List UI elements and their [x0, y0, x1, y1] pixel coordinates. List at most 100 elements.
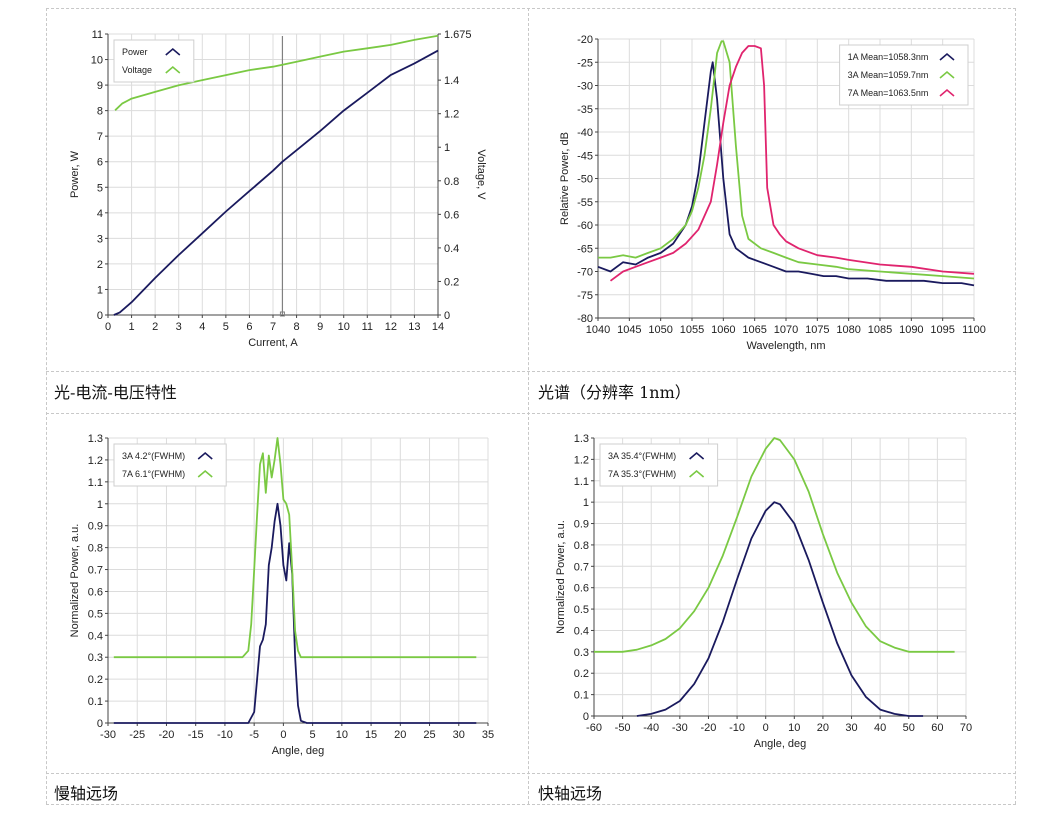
table-border-right — [1015, 8, 1016, 804]
x-tick-label: 2 — [152, 321, 158, 333]
cursor-handle — [279, 311, 285, 317]
x-tick-label: 60 — [931, 722, 943, 734]
x-tick-label: 50 — [903, 722, 915, 734]
x-tick-label: 8 — [294, 321, 300, 333]
y-tick-label: -30 — [577, 81, 593, 93]
x-tick-label: 15 — [365, 729, 377, 741]
slow-axis-chart: -30 -25 -20 -15 -10 -5 0 5 10 15 20 25 30 35 0 0.1 0.2 0.… — [69, 433, 494, 757]
series-line-1 — [594, 437, 955, 653]
x-tick-label: 1 — [129, 321, 135, 333]
y-tick-label: -65 — [577, 243, 593, 255]
x-tick-label: 1070 — [774, 324, 798, 336]
table-border-caption-2 — [46, 773, 1016, 774]
x-axis-label: Current, A — [248, 337, 298, 349]
y2-tick-label: 0 — [444, 310, 450, 322]
series-line-0 — [597, 61, 975, 287]
x-tick-label: 1085 — [868, 324, 892, 336]
y-tick-label: -55 — [577, 197, 593, 209]
y-tick-label: 0.1 — [88, 696, 103, 708]
x-tick-label: 1075 — [805, 324, 829, 336]
y-tick-label: 0.4 — [88, 630, 103, 642]
y2-tick-label: 0.2 — [444, 276, 459, 288]
liv-chart: 0 1 2 3 4 5 6 7 8 9 10 11 12 13 140123456789101100.20.… — [69, 29, 487, 349]
y-tick-label: 0.4 — [574, 625, 589, 637]
caption-spectrum: 光谱（分辨率 1nm） — [538, 383, 691, 402]
y-tick-label: 8 — [97, 106, 103, 118]
x-tick-label: 30 — [453, 729, 465, 741]
x-tick-label: 70 — [960, 722, 972, 734]
y-tick-label: 0.5 — [88, 608, 103, 620]
y-tick-label: 0.5 — [574, 604, 589, 616]
y2-tick-label: 1.675 — [444, 29, 472, 41]
y-tick-label: 0.9 — [574, 519, 589, 531]
y-tick-label: 3 — [97, 233, 103, 245]
x-tick-label: 5 — [310, 729, 316, 741]
x-tick-label: -10 — [217, 729, 233, 741]
legend-entry-swatch — [689, 451, 705, 460]
y2-tick-label: 1.4 — [444, 75, 459, 87]
y-tick-label: 0.7 — [88, 565, 103, 577]
y-tick-label: 0.7 — [574, 561, 589, 573]
series-line-1 — [114, 34, 439, 111]
x-tick-label: -50 — [615, 722, 631, 734]
x-tick-label: -40 — [643, 722, 659, 734]
legend-entry-label: 7A Mean=1063.5nm — [848, 88, 929, 98]
y-tick-label: 0.2 — [88, 674, 103, 686]
x-tick-label: 14 — [432, 321, 444, 333]
x-axis-label: Angle, deg — [754, 738, 807, 750]
x-tick-label: 20 — [817, 722, 829, 734]
x-tick-label: -25 — [129, 729, 145, 741]
x-tick-label: 10 — [338, 321, 350, 333]
y-tick-label: 1.3 — [88, 433, 103, 445]
x-tick-label: 35 — [482, 729, 494, 741]
y-tick-label: -75 — [577, 290, 593, 302]
y2-axis-label: Voltage, V — [475, 149, 487, 200]
x-axis-label: Angle, deg — [272, 745, 325, 757]
y-tick-label: -35 — [577, 104, 593, 116]
x-tick-label: 7 — [270, 321, 276, 333]
x-tick-label: 20 — [394, 729, 406, 741]
legend-entry-label: 7A 6.1°(FWHM) — [122, 469, 185, 479]
x-tick-label: -30 — [672, 722, 688, 734]
x-tick-label: 1060 — [711, 324, 735, 336]
legend-entry-label: Power — [122, 47, 148, 57]
series-line-0 — [636, 501, 924, 717]
y-tick-label: 1.3 — [574, 433, 589, 445]
y-tick-label: 1.1 — [574, 476, 589, 488]
y-tick-label: 5 — [97, 182, 103, 194]
y-axis-label: Power, W — [69, 150, 81, 198]
x-tick-label: 40 — [874, 722, 886, 734]
y-tick-label: -70 — [577, 267, 593, 279]
x-tick-label: 6 — [246, 321, 252, 333]
series-line-1 — [598, 40, 975, 280]
y-tick-label: 6 — [97, 157, 103, 169]
y-tick-label: 1 — [583, 497, 589, 509]
x-axis-label: Wavelength, nm — [746, 340, 825, 352]
y-tick-label: 0 — [583, 711, 589, 723]
y-tick-label: -50 — [577, 174, 593, 186]
y-axis-label: Normalized Power, a.u. — [69, 524, 81, 638]
series-line-0 — [113, 502, 477, 724]
x-tick-label: 1045 — [617, 324, 641, 336]
y2-tick-label: 0.6 — [444, 209, 459, 221]
legend-box — [113, 443, 227, 487]
x-tick-label: 10 — [788, 722, 800, 734]
y-tick-label: -80 — [577, 313, 593, 325]
legend-entry-swatch — [939, 70, 955, 79]
y-tick-label: 0.3 — [88, 652, 103, 664]
x-tick-label: -20 — [701, 722, 717, 734]
y-tick-label: 0.6 — [88, 586, 103, 598]
y-tick-label: -20 — [577, 34, 593, 46]
y-tick-label: 7 — [97, 131, 103, 143]
x-tick-label: 0 — [105, 321, 111, 333]
y-tick-label: 1 — [97, 284, 103, 296]
y-tick-label: -25 — [577, 57, 593, 69]
y-tick-label: 0 — [97, 718, 103, 730]
legend-entry-label: 3A Mean=1059.7nm — [848, 70, 929, 80]
x-tick-label: 0 — [280, 729, 286, 741]
x-tick-label: -20 — [159, 729, 175, 741]
table-border-center — [528, 8, 529, 804]
y-tick-label: 1.1 — [88, 477, 103, 489]
y-tick-label: 1.2 — [574, 454, 589, 466]
x-tick-label: 25 — [423, 729, 435, 741]
